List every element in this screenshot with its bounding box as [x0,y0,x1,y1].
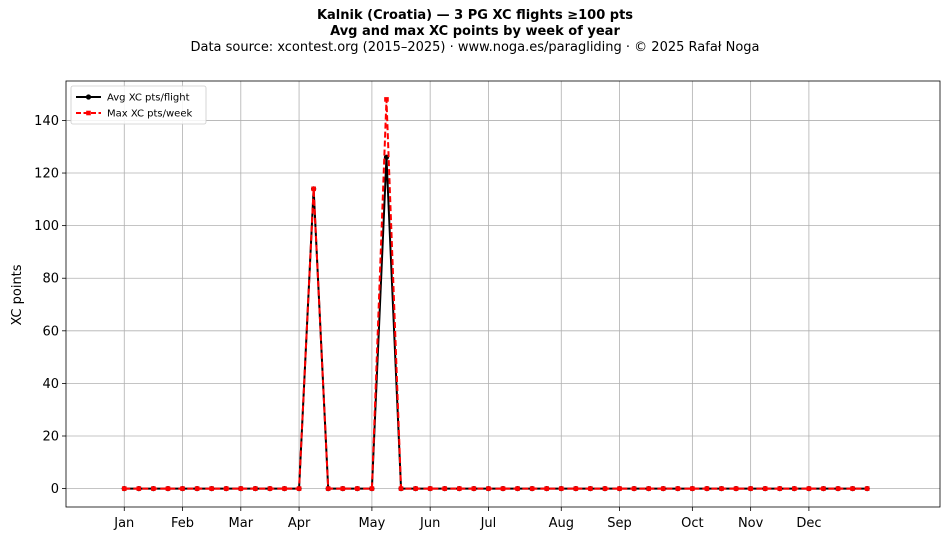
max-data-point [209,486,214,491]
legend-marker [86,110,91,116]
max-data-point [180,486,185,491]
y-axis-label: XC points [10,264,25,325]
x-tick-label: Mar [229,516,254,531]
max-data-point [355,486,360,491]
max-data-point [282,486,287,491]
max-data-point [806,486,812,491]
max-data-point [529,486,535,491]
y-tick-label: 60 [42,324,59,339]
x-tick-label: Feb [171,516,194,531]
max-data-point [821,486,826,491]
y-tick-label: 80 [42,272,59,287]
x-tick-label: Sep [607,516,632,531]
max-data-point [850,486,855,491]
max-data-point [325,486,331,491]
legend-entry-label: Avg XC pts/flight [107,93,190,104]
max-data-point [646,486,651,491]
y-tick-label: 0 [51,482,59,497]
max-data-point [340,486,346,491]
x-tick-label: Jul [480,516,497,531]
max-data-point [777,486,783,491]
chart-title: Kalnik (Croatia) — 3 PG XC flights ≥100 … [316,8,634,23]
y-tick-label: 20 [42,430,59,445]
max-data-point [748,486,753,491]
max-data-point [558,486,564,491]
x-tick-label: Nov [738,516,764,531]
max-data-point [660,486,666,491]
x-tick-label: Jan [113,516,134,531]
max-data-point [588,486,593,491]
legend-entry-label: Max XC pts/week [107,109,192,120]
max-data-point [864,486,870,491]
x-tick-label: Dec [796,516,821,531]
max-data-point [762,486,768,491]
max-data-point [296,486,302,491]
max-data-point [631,486,637,491]
y-tick-label: 100 [34,219,59,234]
plot-frame [65,80,941,508]
x-tick-label: Jun [419,516,440,531]
axes: Jan Feb Mar Apr May Jun Jul Aug Sep Oct Nov Dec 0 20 4… [34,80,941,531]
max-data-point [835,486,841,491]
max-data-point [311,186,316,192]
max-data-point [413,486,418,491]
x-tick-label: May [358,516,385,531]
max-data-point [151,486,156,491]
y-tick-label: 140 [34,114,59,129]
legend-marker [85,94,92,100]
max-data-point [457,486,462,491]
x-tick-label: Aug [549,516,574,531]
max-data-point [792,486,797,491]
max-data-point [442,486,448,491]
max-data-point [602,486,608,491]
max-data-point [165,486,171,491]
max-data-point [500,486,506,491]
max-data-point [719,486,724,491]
max-data-point [223,486,229,491]
y-tick-label: 120 [34,167,59,182]
max-data-point [121,486,127,491]
max-data-point [194,486,200,491]
chart-header: Kalnik (Croatia) — 3 PG XC flights ≥100 … [0,8,950,56]
max-data-point [253,486,258,491]
y-tick-label: 40 [42,377,59,392]
max-data-point [690,486,695,491]
max-data-point [384,97,389,102]
x-tick-label: Apr [288,516,311,531]
max-data-point [573,486,579,491]
max-data-point [238,486,244,491]
max-data-point [617,486,622,491]
max-data-point [515,486,520,491]
legend: Avg XC pts/flight Max XC pts/week [70,85,207,125]
series-line-max [124,98,868,490]
max-data-point [704,486,710,491]
legend-box [70,85,207,125]
max-data-point [544,486,549,491]
max-data-point [267,486,273,491]
grid [66,81,940,507]
max-data-point [675,486,681,491]
x-tick-label: Oct [681,516,703,531]
chart-subtitle: Avg and max XC points by week of year [330,24,620,39]
max-data-point [733,486,739,491]
max-data-point [486,486,491,491]
max-data-point [471,486,477,491]
max-data-point [136,486,142,491]
max-data-point [398,486,404,491]
max-data-point [369,486,375,491]
series-layer [121,97,870,492]
chart-source-note: Data source: xcontest.org (2015–2025) · … [190,40,760,55]
max-data-point [427,486,433,491]
